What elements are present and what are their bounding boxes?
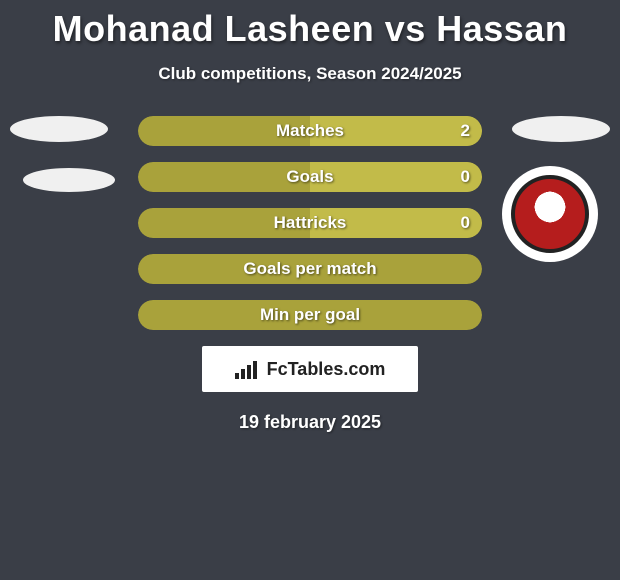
brand-logo-text: FcTables.com [267, 359, 386, 380]
player-left-avatar [10, 116, 108, 142]
bar-chart-icon [235, 359, 261, 379]
stat-value-right: 0 [461, 162, 470, 192]
stat-value-right: 2 [461, 116, 470, 146]
stat-label: Goals [138, 162, 482, 192]
page-subtitle: Club competitions, Season 2024/2025 [0, 64, 620, 84]
page-title: Mohanad Lasheen vs Hassan [0, 0, 620, 50]
stat-bar: Matches 2 [138, 116, 482, 146]
stat-value-right: 0 [461, 208, 470, 238]
brand-logo: FcTables.com [202, 346, 418, 392]
stat-bar: Goals 0 [138, 162, 482, 192]
comparison-panel: Matches 2 Goals 0 Hattricks 0 Goals per … [0, 116, 620, 433]
snapshot-date: 19 february 2025 [0, 412, 620, 433]
stat-label: Goals per match [138, 254, 482, 284]
stat-label: Matches [138, 116, 482, 146]
player-right-avatar [512, 116, 610, 142]
club-right-badge [502, 166, 598, 262]
stat-bar: Min per goal [138, 300, 482, 330]
club-crest-icon [511, 175, 589, 253]
club-left-badge [23, 168, 115, 192]
stat-bar-list: Matches 2 Goals 0 Hattricks 0 Goals per … [138, 116, 482, 330]
stat-bar: Hattricks 0 [138, 208, 482, 238]
stat-label: Hattricks [138, 208, 482, 238]
stat-bar: Goals per match [138, 254, 482, 284]
stat-label: Min per goal [138, 300, 482, 330]
